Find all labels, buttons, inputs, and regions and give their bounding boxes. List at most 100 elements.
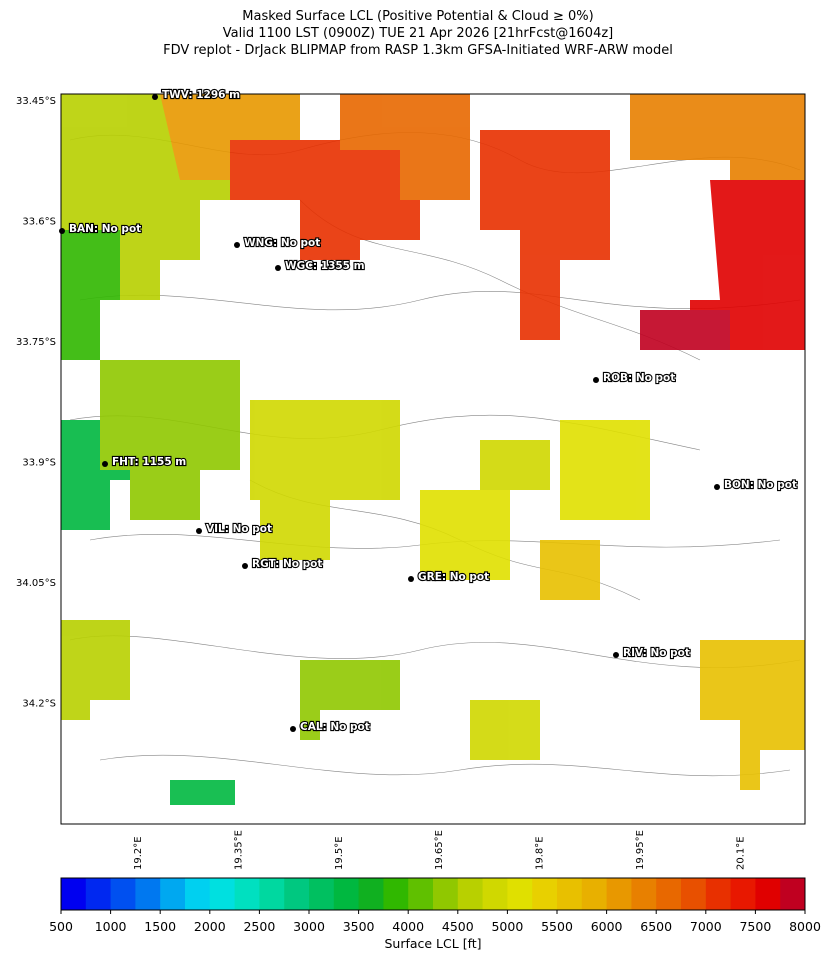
colorbar-segment bbox=[209, 878, 236, 910]
colorbar-frame bbox=[60, 877, 806, 911]
colorbar-segment bbox=[532, 878, 558, 910]
colorbar-tick-label: 6500 bbox=[640, 919, 672, 934]
station-label: BON: No pot bbox=[724, 479, 797, 491]
colorbar-segment bbox=[284, 878, 310, 910]
ticks: 33.45°S 33.6°S 33.75°S 33.9°S 34.05°S 34.2°S 1… bbox=[16, 96, 746, 870]
station-label: ROB: No pot bbox=[603, 372, 675, 384]
contour bbox=[79, 291, 801, 311]
lon-tick-label: 19.35°E bbox=[233, 830, 244, 870]
lcl-patches bbox=[61, 94, 805, 805]
colorbar-tick-label: 6000 bbox=[591, 919, 623, 934]
patch bbox=[690, 180, 805, 350]
patch bbox=[470, 700, 540, 760]
patch bbox=[700, 640, 805, 790]
colorbar-tick-label: 1500 bbox=[144, 919, 176, 934]
station-label: WGC: 1355 m bbox=[285, 260, 365, 272]
colorbar-segment bbox=[259, 878, 285, 910]
colorbar-segment bbox=[457, 878, 484, 910]
station-label: FHT: 1155 m bbox=[112, 456, 186, 468]
colorbar-label: Surface LCL [ft] bbox=[384, 936, 481, 951]
lat-tick-label: 33.6°S bbox=[22, 217, 56, 228]
patch bbox=[480, 130, 610, 340]
colorbar-segment bbox=[433, 878, 459, 910]
contour bbox=[69, 635, 801, 668]
colorbar-tick-label: 5500 bbox=[541, 919, 573, 934]
colorbar-tick-label: 4000 bbox=[392, 919, 424, 934]
patch bbox=[300, 660, 400, 740]
station-marker bbox=[196, 528, 202, 534]
patch bbox=[250, 400, 400, 560]
station-marker bbox=[714, 484, 720, 490]
station-marker bbox=[290, 726, 296, 732]
patch bbox=[160, 94, 300, 180]
title-line: Masked Surface LCL (Positive Potential &… bbox=[242, 9, 593, 24]
colorbar-segment bbox=[358, 878, 384, 910]
colorbar-segment bbox=[780, 878, 806, 910]
colorbar-segment bbox=[507, 878, 533, 910]
colorbar-segment bbox=[85, 878, 112, 910]
station-label: TWV: 1296 m bbox=[162, 89, 240, 101]
colorbar-tick-label: 3500 bbox=[343, 919, 375, 934]
colorbar-tick-label: 1000 bbox=[95, 919, 127, 934]
lat-tick-label: 34.2°S bbox=[22, 699, 56, 710]
colorbar-tick-label: 2000 bbox=[194, 919, 226, 934]
lat-tick-label: 33.45°S bbox=[16, 96, 56, 107]
colorbar-tick-label: 7000 bbox=[690, 919, 722, 934]
station-label: RGT: No pot bbox=[252, 558, 322, 570]
lat-tick-label: 34.05°S bbox=[16, 578, 56, 589]
lon-tick-label: 19.95°E bbox=[635, 830, 646, 870]
title-line: Valid 1100 LST (0900Z) TUE 21 Apr 2026 [… bbox=[223, 26, 614, 41]
colorbar-segment bbox=[333, 878, 360, 910]
title: Masked Surface LCL (Positive Potential &… bbox=[163, 9, 673, 58]
colorbar-segment bbox=[482, 878, 508, 910]
patch bbox=[540, 540, 600, 600]
colorbar-segment bbox=[730, 878, 756, 910]
colorbar-segment bbox=[160, 878, 186, 910]
station-marker bbox=[234, 242, 240, 248]
colorbar-tick-label: 3000 bbox=[293, 919, 325, 934]
colorbar-segment bbox=[705, 878, 732, 910]
patch bbox=[480, 440, 550, 490]
lon-tick-label: 19.65°E bbox=[434, 830, 445, 870]
patch bbox=[61, 230, 120, 360]
colorbar-segment bbox=[383, 878, 409, 910]
colorbar-segment bbox=[755, 878, 781, 910]
patch bbox=[420, 490, 510, 580]
lon-tick-label: 19.5°E bbox=[334, 836, 345, 870]
lat-tick-label: 33.9°S bbox=[22, 458, 56, 469]
colorbar-segment bbox=[557, 878, 583, 910]
station-marker bbox=[59, 228, 65, 234]
patch bbox=[61, 620, 130, 720]
station-marker bbox=[613, 652, 619, 658]
patch bbox=[640, 310, 730, 350]
colorbar-segment bbox=[681, 878, 707, 910]
title-line: FDV replot - DrJack BLIPMAP from RASP 1.… bbox=[163, 43, 673, 58]
colorbar-segment bbox=[185, 878, 211, 910]
colorbar-tick-label: 8000 bbox=[789, 919, 821, 934]
colorbar-segment bbox=[631, 878, 657, 910]
station-marker bbox=[408, 576, 414, 582]
map-frame bbox=[60, 93, 806, 825]
patch bbox=[560, 420, 650, 520]
station-label: RIV: No pot bbox=[623, 647, 690, 659]
station-marker bbox=[242, 563, 248, 569]
station-marker bbox=[102, 461, 108, 467]
map-area bbox=[60, 93, 806, 825]
colorbar-tick-label: 4500 bbox=[442, 919, 474, 934]
station-marker bbox=[275, 265, 281, 271]
lon-tick-label: 19.2°E bbox=[133, 836, 144, 870]
contour bbox=[99, 754, 791, 777]
station-marker bbox=[593, 377, 599, 383]
station-label: WNG: No pot bbox=[244, 237, 320, 249]
patch bbox=[100, 360, 240, 520]
colorbar-tick-label: 7500 bbox=[739, 919, 771, 934]
colorbar-segment bbox=[110, 878, 136, 910]
colorbar-segment bbox=[135, 878, 161, 910]
colorbar-tick-label: 5000 bbox=[491, 919, 523, 934]
lat-tick-label: 33.75°S bbox=[16, 337, 56, 348]
patch bbox=[170, 780, 235, 805]
station-label: CAL: No pot bbox=[300, 721, 370, 733]
colorbar-segment bbox=[61, 878, 87, 910]
station-marker bbox=[152, 94, 158, 100]
